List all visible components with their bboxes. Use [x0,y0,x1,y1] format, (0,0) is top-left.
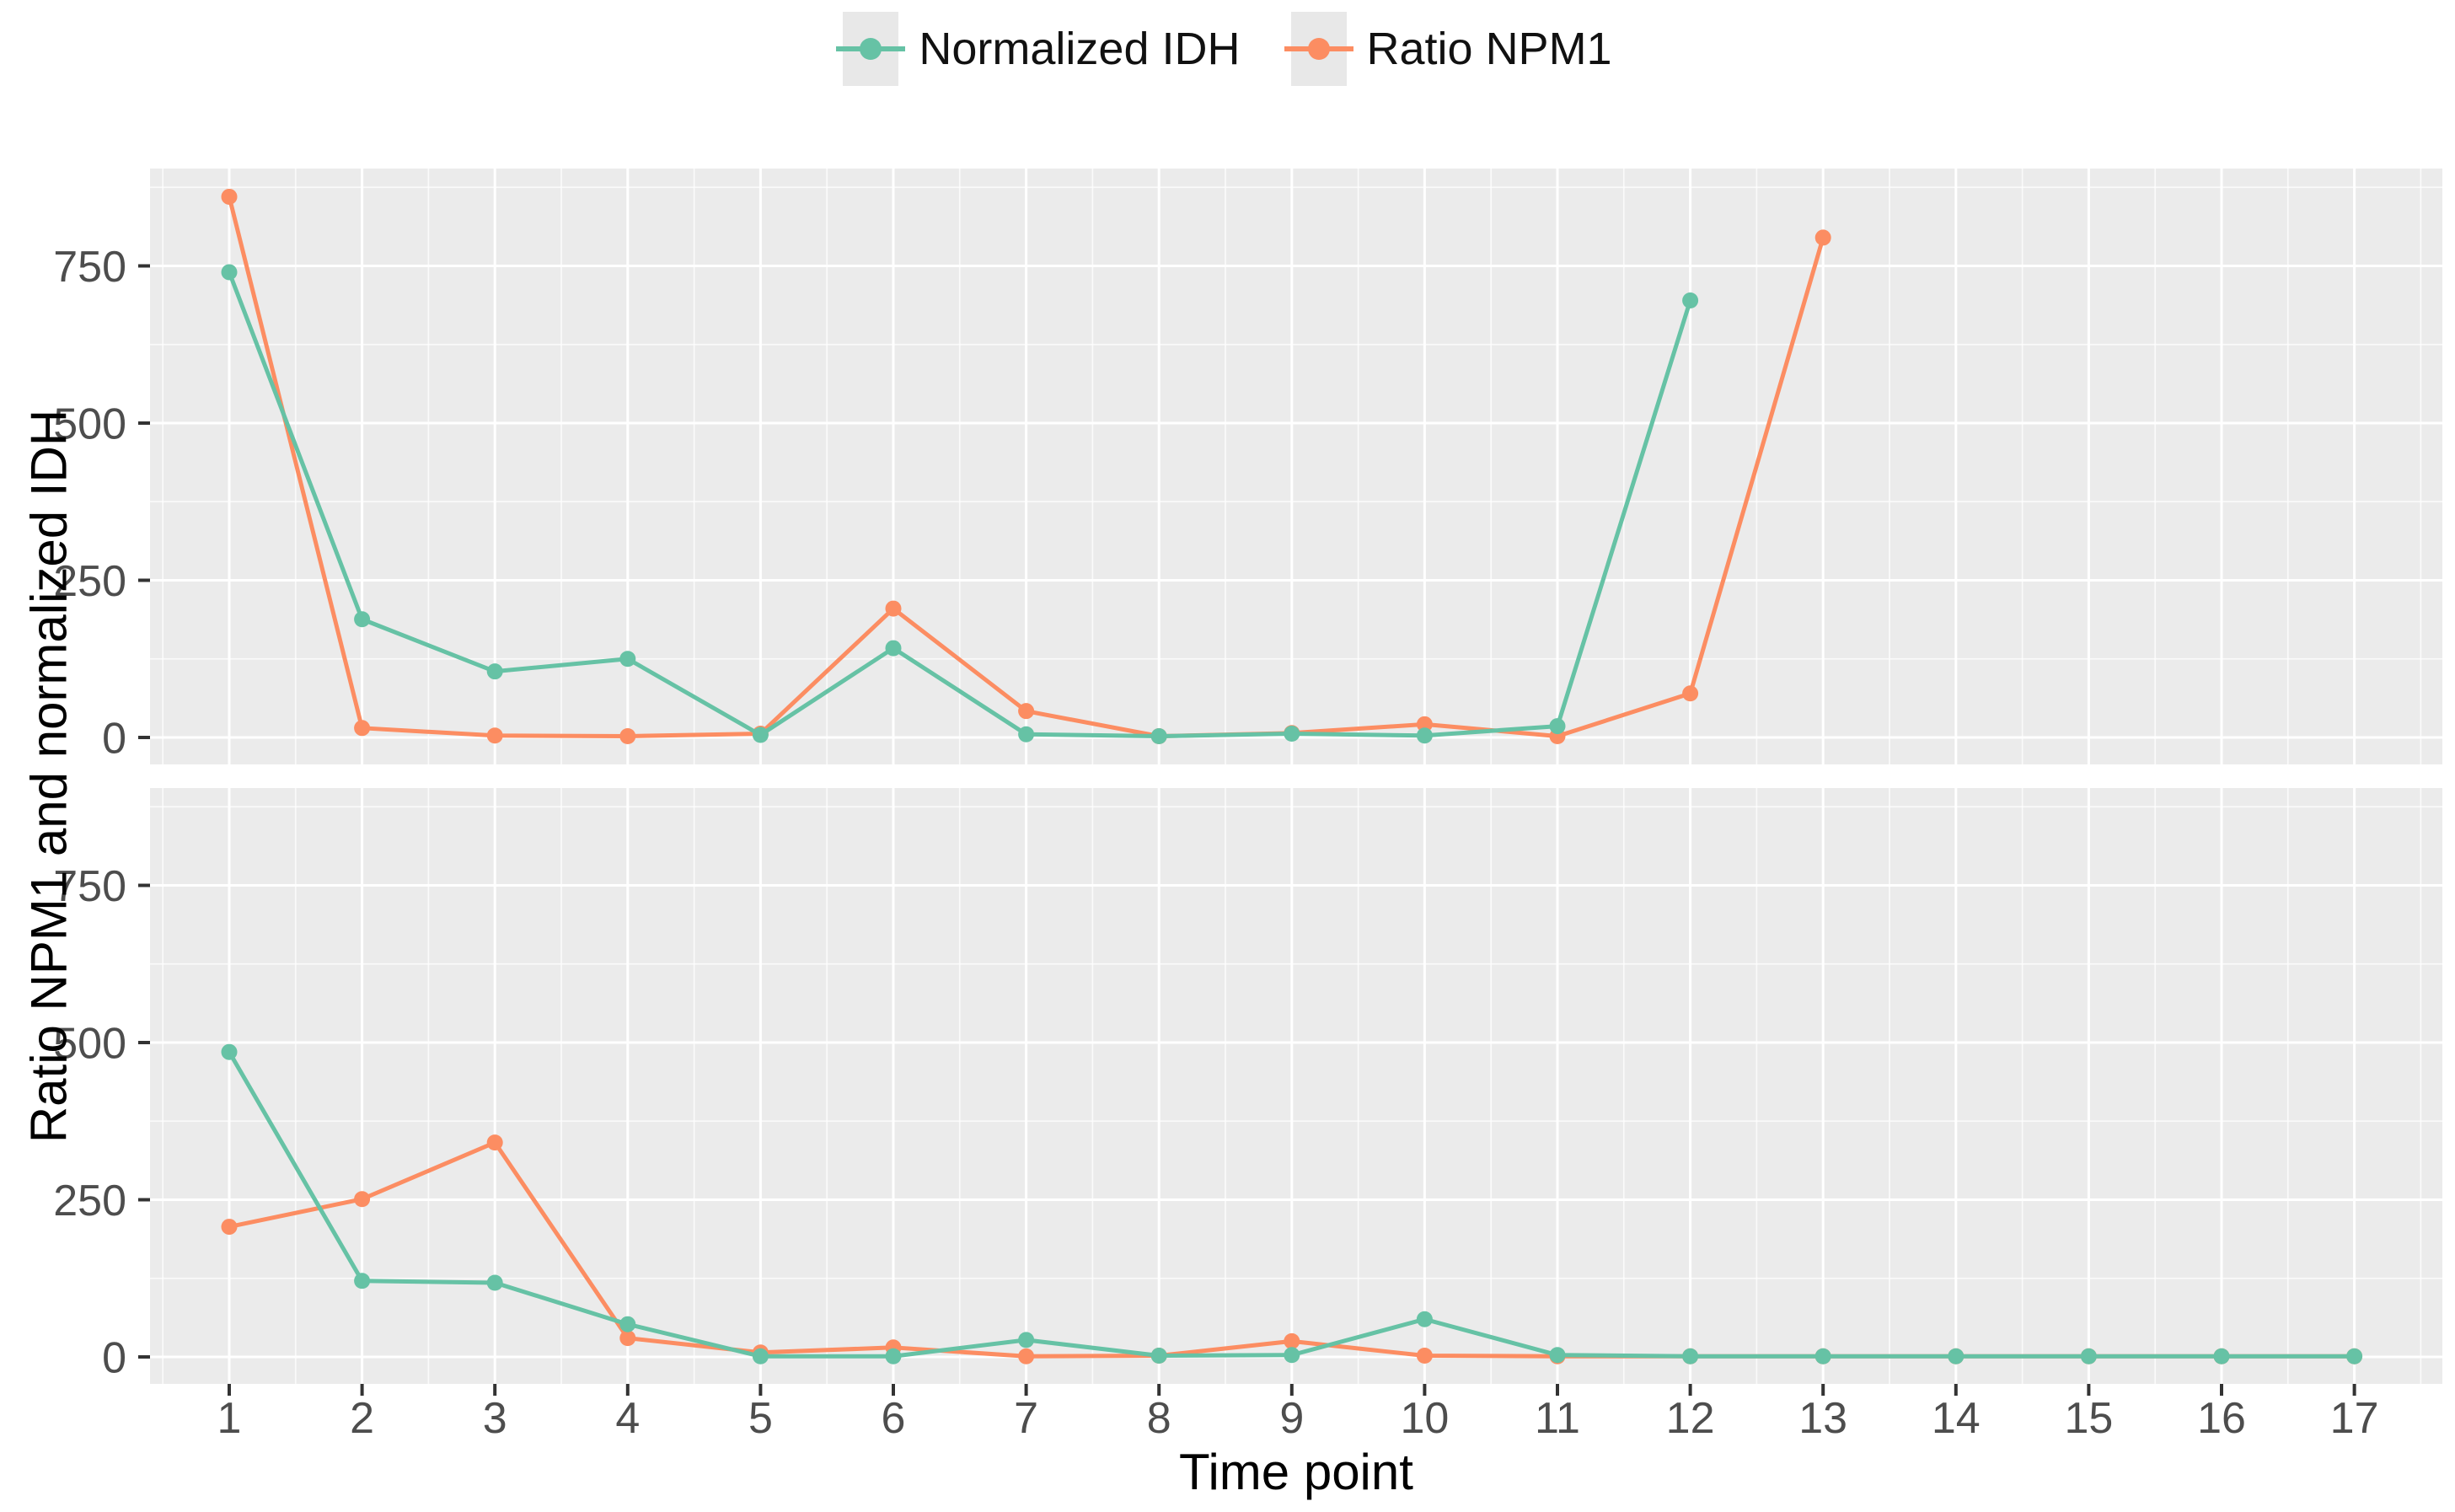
x-tick-label: 11 [1535,1394,1580,1443]
data-point [354,611,371,628]
x-tick-label: 13 [1798,1394,1847,1443]
data-point [1416,727,1433,744]
y-tick-label: 0 [102,715,126,764]
data-point [2213,1348,2230,1365]
y-tick-label: 750 [53,243,126,292]
data-point [221,1043,238,1060]
data-point [1018,1332,1035,1348]
x-axis-title: Time point [1179,1444,1413,1500]
y-tick-label: 250 [53,557,126,606]
data-point [1284,1347,1300,1364]
data-point [752,727,769,743]
data-point [1682,1348,1699,1365]
data-point [1549,1347,1566,1364]
data-point [1416,1348,1433,1365]
x-tick-label: 3 [483,1394,507,1443]
data-point [1018,726,1035,743]
facet-panel-1 [150,169,2442,764]
data-point [221,1219,238,1236]
data-point [1284,1332,1300,1349]
x-tick-label: 4 [615,1394,640,1443]
data-point [486,1274,503,1291]
data-point [1814,1348,1831,1365]
x-tick-label: 1 [217,1394,242,1443]
facet-panel-2 [150,788,2442,1384]
data-point [619,1330,636,1347]
x-tick-label: 15 [2064,1394,2113,1443]
data-point [1416,716,1433,732]
y-axis-title: Ratio NPM1 and normalized IDH [20,409,78,1144]
data-point [221,264,238,281]
y-tick-label: 250 [53,1177,126,1225]
data-point [1682,292,1699,309]
data-point [1150,728,1167,745]
data-point [1284,726,1300,743]
y-tick-label: 0 [102,1334,126,1383]
x-tick-label: 6 [882,1394,906,1443]
data-point [1018,703,1035,720]
data-point [1682,685,1699,702]
data-point [354,720,371,737]
data-point [486,1134,503,1151]
data-point [885,600,902,617]
x-tick-label: 17 [2330,1394,2379,1443]
data-point [354,1273,371,1289]
data-point [752,1348,769,1365]
data-point [885,640,902,657]
data-point [619,1316,636,1332]
x-tick-label: 8 [1147,1394,1171,1443]
y-tick-label: 500 [53,400,126,449]
x-tick-label: 16 [2197,1394,2246,1443]
y-tick-label: 750 [53,862,126,911]
data-point [221,188,238,205]
y-tick-label: 500 [53,1020,126,1069]
data-point [354,1191,371,1208]
data-point [1948,1348,1965,1365]
x-tick-label: 10 [1400,1394,1449,1443]
data-point [619,651,636,668]
data-point [1416,1311,1433,1327]
x-tick-label: 9 [1279,1394,1304,1443]
data-point [1549,718,1566,735]
x-tick-label: 7 [1014,1394,1038,1443]
data-point [2080,1348,2097,1365]
x-tick-label: 14 [1932,1394,1981,1443]
series-line-normalized-idh [227,270,1693,739]
data-point [1150,1348,1167,1365]
data-point [486,663,503,680]
data-point [1018,1348,1035,1365]
x-tick-label: 2 [350,1394,374,1443]
x-tick-label: 5 [748,1394,773,1443]
data-point [1814,229,1831,246]
x-tick-label: 12 [1666,1394,1715,1443]
data-point [885,1348,902,1365]
data-point [619,728,636,745]
data-point [486,727,503,744]
data-point [2346,1348,2363,1365]
